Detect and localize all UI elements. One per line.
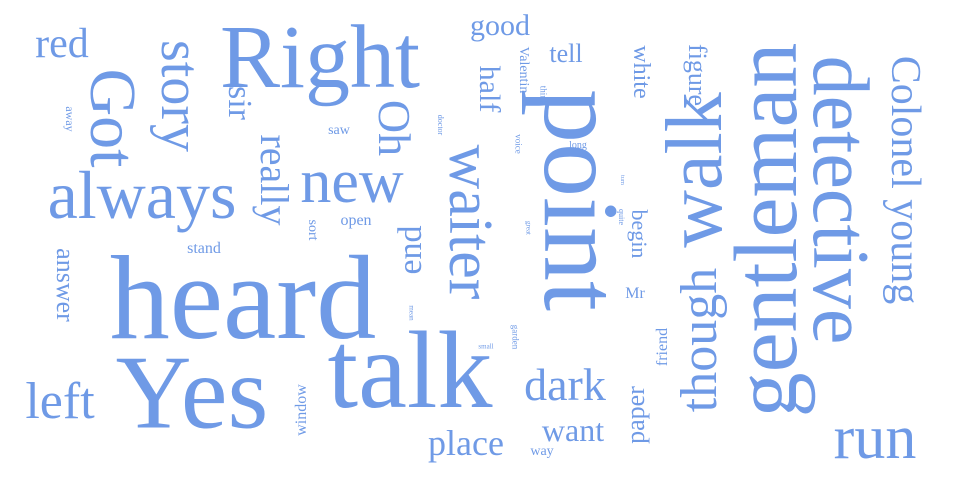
word-right: Right [219, 8, 421, 107]
word-way: way [530, 444, 554, 459]
word-stand: stand [187, 240, 221, 257]
word-good: good [470, 9, 530, 42]
word-heard: heard [109, 231, 377, 364]
word-red: red [35, 21, 89, 67]
word-waiter: waiter [436, 144, 504, 300]
word-paper: paper [621, 386, 650, 444]
word-voice: voice [513, 134, 524, 154]
word-friend: friend [654, 327, 671, 367]
word-figure: figure [683, 43, 712, 107]
word-half: half [473, 65, 506, 113]
word-quite: quite [617, 209, 626, 225]
word-talk: talk [327, 309, 493, 431]
word-valentin: Valentin [516, 46, 531, 94]
word-great: great [524, 221, 533, 235]
word-place: place [428, 423, 504, 463]
word-detective: detective [796, 55, 884, 345]
word-always: always [47, 157, 237, 233]
word-mr: Mr [625, 285, 645, 302]
word-away: away [63, 106, 77, 132]
word-run: run [833, 404, 917, 472]
word-white: white [628, 45, 654, 99]
word-answer: answer [51, 248, 80, 322]
word-got: Got [76, 68, 149, 168]
word-yes: Yes [115, 333, 269, 451]
word-oh: Oh [369, 99, 420, 157]
word-left: left [25, 373, 95, 430]
word-walk: walk [651, 92, 739, 248]
word-small: small [478, 342, 494, 351]
word-think: think [538, 85, 549, 105]
word-really: really [252, 134, 297, 226]
word-though: though [671, 267, 728, 413]
word-end: end [392, 225, 429, 275]
word-want: want [541, 412, 605, 448]
word-dark: dark [524, 359, 606, 410]
word-tell: tell [549, 39, 583, 68]
word-begin: begin [627, 209, 652, 259]
word-saw: saw [328, 123, 350, 138]
word-open: open [340, 212, 372, 229]
word-sort: sort [305, 219, 320, 241]
word-long: long [569, 140, 587, 151]
word-sir: sir [221, 86, 258, 120]
word-doctor: doctor [436, 114, 445, 136]
word-window: window [293, 384, 310, 436]
word-turn: turn [619, 175, 625, 185]
word-point: point [521, 88, 640, 312]
word-colonel-young: Colonel young [882, 55, 928, 305]
word-new: new [300, 148, 404, 216]
word-story: story [149, 40, 211, 152]
word-garden: garden [510, 324, 521, 350]
word-mean: mean [407, 305, 416, 321]
